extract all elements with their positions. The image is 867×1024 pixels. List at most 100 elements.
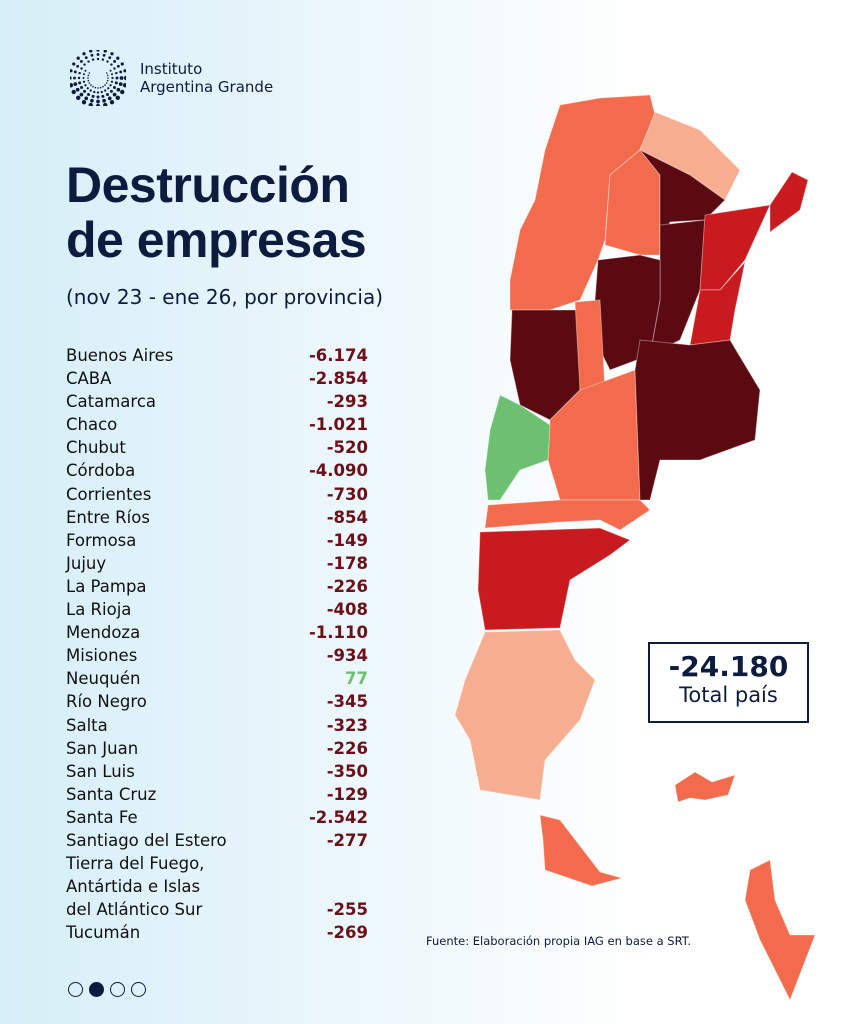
page-dot[interactable] [131, 982, 146, 997]
source-note: Fuente: Elaboración propia IAG en base a… [426, 934, 692, 948]
province-value: -345 [326, 692, 368, 712]
table-row: Catamarca -293 [66, 390, 368, 413]
province-name: del Atlántico Sur [66, 900, 203, 920]
province-neuquen [484, 394, 551, 501]
brand-line1: Instituto [140, 60, 203, 78]
province-name: Salta [66, 715, 108, 735]
table-row: Corrientes -730 [66, 483, 368, 506]
province-name: Tucumán [66, 923, 141, 943]
province-malvinas [674, 771, 736, 803]
province-name: San Juan [66, 738, 139, 758]
province-name: Río Negro [66, 692, 147, 712]
table-row: Salta -323 [66, 714, 368, 737]
table-row: San Juan -226 [66, 737, 368, 760]
province-name: Neuquén [66, 669, 141, 689]
province-value: -149 [326, 530, 368, 550]
pagination-dots [68, 982, 146, 997]
province-name: Catamarca [66, 392, 157, 412]
logo-dots-icon [70, 50, 126, 106]
province-name: La Rioja [66, 600, 132, 620]
table-row: Tucumán -269 [66, 921, 368, 944]
province-value: -2.542 [308, 807, 368, 827]
page-title: Destrucción de empresas [66, 157, 367, 268]
table-row: Misiones -934 [66, 644, 368, 667]
table-row: Antártida e Islas [66, 875, 368, 898]
table-row: Santa Cruz -129 [66, 783, 368, 806]
province-name: Mendoza [66, 623, 141, 643]
page-dot[interactable] [110, 982, 125, 997]
table-row: Formosa -149 [66, 529, 368, 552]
table-row: del Atlántico Sur -255 [66, 898, 368, 921]
province-san-luis [574, 299, 606, 391]
title-line2: de empresas [66, 212, 367, 268]
subtitle: (nov 23 - ene 26, por provincia) [66, 285, 384, 309]
province-value: -129 [326, 784, 368, 804]
province-santa-cruz [454, 629, 596, 801]
table-row: Chaco -1.021 [66, 413, 368, 436]
province-tierra-del-fuego [539, 814, 624, 887]
province-name: Chubut [66, 438, 126, 458]
province-value: -520 [326, 438, 368, 458]
province-value: -350 [326, 761, 368, 781]
province-name: Santa Fe [66, 807, 138, 827]
table-row: Chubut -520 [66, 436, 368, 459]
province-value: -408 [326, 600, 368, 620]
province-corrientes [699, 204, 771, 291]
page-dot[interactable] [89, 982, 104, 997]
province-value: -269 [326, 923, 368, 943]
table-row: San Luis -350 [66, 760, 368, 783]
province-value: -323 [326, 715, 368, 735]
page-dot[interactable] [68, 982, 83, 997]
province-value: -6.174 [308, 346, 368, 365]
province-value: -1.110 [308, 623, 368, 643]
total-box: -24.180 Total país [648, 642, 809, 723]
province-value: -255 [326, 900, 368, 920]
title-line1: Destrucción [66, 157, 350, 213]
province-value: -178 [326, 553, 368, 573]
province-name: Jujuy [66, 553, 107, 573]
table-row: Córdoba -4.090 [66, 459, 368, 482]
table-row: Entre Ríos -854 [66, 506, 368, 529]
province-value: -226 [326, 576, 368, 596]
province-name: CABA [66, 369, 112, 389]
total-label: Total país [679, 683, 778, 707]
table-row: Tierra del Fuego, [66, 852, 368, 875]
province-name: Córdoba [66, 461, 136, 481]
province-name: Santa Cruz [66, 784, 157, 804]
province-value: -2.854 [308, 369, 368, 389]
province-value: -730 [326, 484, 368, 504]
province-table: Buenos Aires -6.174 CABA -2.854 Catamarca -29… [66, 344, 368, 944]
province-name: Tierra del Fuego, [66, 854, 205, 874]
argentina-map [454, 94, 816, 1002]
total-value: -24.180 [668, 650, 789, 683]
table-row: Jujuy -178 [66, 552, 368, 575]
province-value: -4.090 [308, 461, 368, 481]
province-buenos-aires [634, 339, 761, 501]
table-row: Santiago del Estero -277 [66, 829, 368, 852]
table-row: Buenos Aires -6.174 [66, 344, 368, 367]
province-value: -1.021 [308, 415, 368, 435]
table-row: Río Negro -345 [66, 690, 368, 713]
province-antartida [744, 859, 816, 1002]
table-row: La Rioja -408 [66, 598, 368, 621]
province-value: -226 [326, 738, 368, 758]
brand-logo: Instituto Argentina Grande [70, 50, 273, 106]
table-row: CABA -2.854 [66, 367, 368, 390]
province-name: Misiones [66, 646, 138, 666]
table-row: Mendoza -1.110 [66, 621, 368, 644]
province-name: San Luis [66, 761, 135, 781]
table-row: Neuquén 77 [66, 667, 368, 690]
province-name: Antártida e Islas [66, 877, 201, 897]
province-name: Chaco [66, 415, 118, 435]
province-nw-block [509, 94, 656, 311]
province-rio-negro [484, 499, 651, 531]
province-name: Formosa [66, 530, 137, 550]
table-row: La Pampa -226 [66, 575, 368, 598]
table-row: Santa Fe -2.542 [66, 806, 368, 829]
province-chubut [477, 527, 632, 631]
province-value: -293 [326, 392, 368, 412]
province-value: -934 [326, 646, 368, 666]
brand-line2: Argentina Grande [140, 78, 274, 96]
province-value: -854 [326, 507, 368, 527]
province-name: Santiago del Estero [66, 830, 227, 850]
